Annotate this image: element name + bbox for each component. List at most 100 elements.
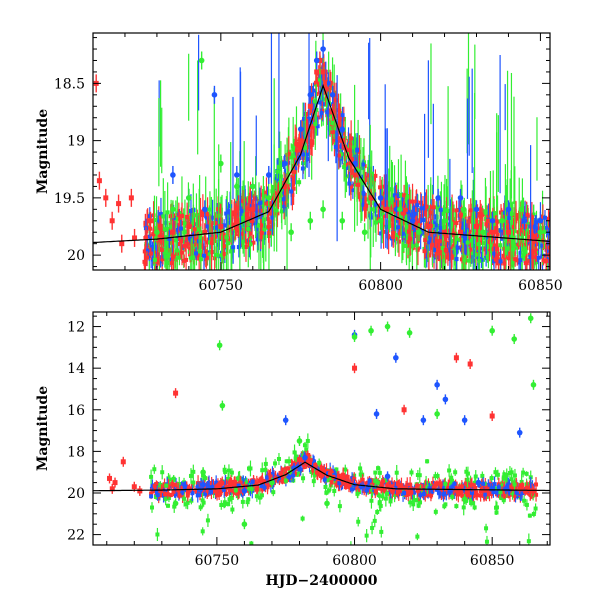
plot-area	[93, 313, 550, 545]
data-point	[307, 217, 314, 224]
ticks	[92, 33, 550, 270]
data-point	[234, 172, 240, 178]
y-tick-label: 18	[67, 444, 85, 460]
data-point	[393, 354, 399, 361]
data-point	[109, 486, 115, 492]
data-point	[320, 46, 326, 52]
top-panel: 60750 60800 60850 18.5 19 19.5 20 Magnitude	[35, 32, 563, 294]
data-point	[460, 206, 467, 213]
data-point	[265, 172, 272, 178]
data-point	[281, 160, 288, 167]
data-point	[473, 206, 480, 213]
data-point	[249, 183, 256, 190]
data-point	[505, 229, 511, 235]
data-point	[377, 195, 384, 201]
data-point	[426, 223, 432, 229]
data-point	[324, 500, 330, 507]
data-point	[137, 488, 143, 494]
data-point	[298, 138, 304, 144]
data-point	[434, 382, 440, 388]
data-point	[173, 390, 179, 396]
data-point	[352, 365, 358, 371]
data-point	[373, 411, 380, 417]
data-point	[202, 229, 208, 235]
data-point	[473, 223, 479, 229]
x-axis-label: HJD−2400000	[266, 573, 378, 589]
data-point	[489, 413, 495, 419]
data-point	[211, 92, 218, 98]
data-point	[313, 57, 320, 64]
data-point	[384, 206, 390, 212]
y-tick-label: 16	[67, 403, 85, 419]
data-point	[352, 172, 358, 178]
data-point	[103, 195, 109, 201]
x-tick-label: 60850	[518, 278, 563, 294]
data-point	[186, 223, 192, 229]
data-point	[489, 327, 495, 334]
axes-frame	[92, 32, 551, 271]
data-point	[368, 195, 374, 201]
measurement-cloud	[142, 33, 550, 270]
data-point	[516, 429, 523, 436]
data-point	[202, 206, 208, 213]
data-point	[420, 417, 427, 423]
data-point	[305, 453, 311, 459]
data-point	[537, 217, 544, 224]
data-point	[291, 465, 297, 471]
data-point	[416, 229, 422, 236]
y-tick-label: 18.5	[54, 76, 85, 92]
y-tick-label: 14	[67, 361, 85, 377]
data-point	[499, 217, 505, 224]
data-point	[218, 223, 224, 229]
bottom-panel: 60750 60800 60850 12 14 16 18 20 22 Magnitude HJD−…	[35, 311, 551, 589]
data-point	[282, 417, 289, 423]
data-point	[323, 86, 329, 92]
data-point	[219, 402, 226, 409]
measurement-cloud	[149, 433, 539, 545]
data-point	[302, 454, 308, 461]
data-point	[320, 206, 326, 213]
data-point	[475, 479, 482, 486]
y-tick-label: 12	[67, 320, 85, 336]
data-point	[409, 217, 416, 224]
data-point	[186, 195, 192, 201]
data-point	[457, 195, 464, 201]
data-point	[442, 229, 448, 235]
y-tick-label: 20	[67, 248, 85, 264]
data-point	[288, 229, 294, 236]
data-point	[172, 500, 179, 507]
data-point	[461, 496, 468, 503]
data-point	[297, 126, 304, 132]
x-tick-label: 60800	[358, 278, 403, 294]
ticks	[93, 312, 550, 546]
data-point	[467, 361, 473, 367]
data-point	[131, 484, 137, 490]
y-tick-label: 22	[67, 528, 85, 544]
data-point	[361, 229, 368, 236]
data-point	[368, 327, 374, 334]
data-point	[527, 315, 534, 322]
data-point	[216, 342, 223, 349]
data-point	[269, 479, 275, 486]
data-point	[307, 103, 313, 109]
data-point	[517, 486, 523, 492]
data-point	[200, 481, 206, 488]
data-point	[119, 241, 125, 247]
data-point	[154, 229, 160, 236]
data-point	[396, 206, 403, 213]
series-1	[170, 40, 544, 230]
data-point	[109, 218, 115, 224]
data-point	[537, 229, 544, 236]
data-point	[441, 217, 448, 224]
data-point	[107, 475, 113, 481]
data-point	[377, 217, 384, 224]
data-point	[132, 235, 138, 241]
data-point	[200, 469, 206, 475]
data-point	[351, 334, 358, 340]
data-point	[234, 218, 240, 224]
data-point	[387, 484, 393, 490]
data-point	[314, 69, 320, 75]
data-point	[458, 229, 464, 235]
data-point	[442, 396, 449, 403]
